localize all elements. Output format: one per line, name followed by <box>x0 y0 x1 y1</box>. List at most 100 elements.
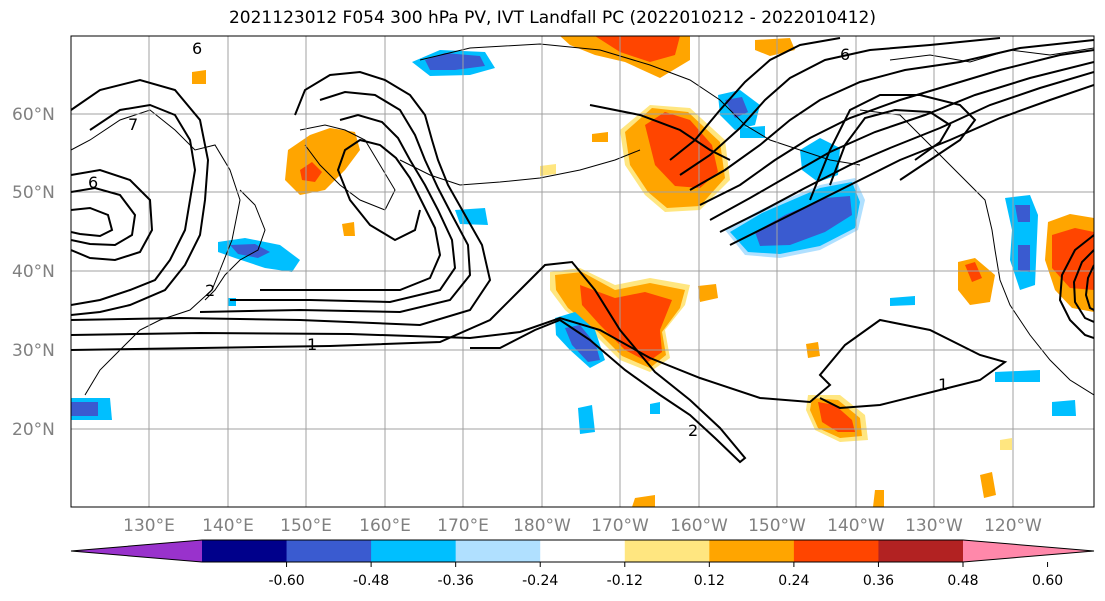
positive-anomaly-subtropical-max <box>818 402 855 432</box>
pv-contours <box>71 37 1094 464</box>
colorbar-segment <box>878 540 964 562</box>
asia-coastline <box>71 109 241 396</box>
negative-anomaly-small-6 <box>740 126 765 138</box>
pv-contour-10 <box>71 186 137 247</box>
negative-anomaly-canada-core <box>1015 205 1030 222</box>
positive-anomaly-mid-1 <box>342 222 355 236</box>
contour-label: 6 <box>840 45 850 64</box>
colorbar-segment <box>624 540 710 562</box>
positive-anomaly-south-2 <box>873 490 884 507</box>
negative-anomaly-alaska-core <box>725 97 748 118</box>
negative-anomaly-south-central <box>578 405 595 434</box>
alaska-coastline <box>419 43 861 166</box>
pv-contour-22 <box>1072 249 1094 323</box>
pv-contour-16 <box>689 39 1094 191</box>
colorbar-extend-min <box>71 540 202 562</box>
map-frame <box>70 35 1095 508</box>
lat-label: 50°N <box>12 183 55 203</box>
positive-anomaly-kamchatka-south <box>285 128 360 195</box>
colorbar-tick-label: 0.12 <box>694 573 725 589</box>
lon-label: 180°W <box>513 516 571 536</box>
lon-label: 140°W <box>827 516 885 536</box>
pv-contour-6 <box>260 138 442 291</box>
pv-contour-12 <box>729 84 1094 246</box>
pv-contour-5 <box>230 113 457 304</box>
lon-label: 130°W <box>905 516 963 536</box>
positive-anomaly-arctic-east <box>755 38 795 56</box>
japan-coastline <box>204 189 266 301</box>
positive-anomaly-mid-2 <box>540 164 556 176</box>
colorbar-outline <box>70 539 1095 563</box>
pv-contour-24 <box>589 104 731 161</box>
positive-anomaly-small-1 <box>698 284 718 302</box>
north-america-coastline <box>859 109 1094 396</box>
pv-contour-14 <box>709 61 1094 221</box>
pv-contour-19 <box>809 94 977 201</box>
lon-label: 160°W <box>670 516 728 536</box>
contour-label: 2 <box>688 421 698 440</box>
lat-label: 40°N <box>12 262 55 282</box>
pv-contour-11 <box>71 206 114 238</box>
pv-contour-23 <box>1084 264 1094 311</box>
lon-label: 150°E <box>280 516 332 536</box>
lon-label: 140°E <box>202 516 254 536</box>
lat-label: 20°N <box>12 420 55 440</box>
positive-anomaly-mid-3 <box>592 132 608 142</box>
contour-label: 6 <box>192 39 202 58</box>
negative-anomaly-bering-core <box>425 53 485 70</box>
colorbar-extend-max <box>963 540 1094 562</box>
positive-anomaly-arctic-core <box>595 36 680 62</box>
colorbar-tick-label: -0.60 <box>268 573 304 589</box>
lon-label: 170°W <box>591 516 649 536</box>
longitude-labels: 130°E 140°E 150°E 160°E 170°E 180°W 170°… <box>123 516 1042 536</box>
positive-anomaly-california-core <box>965 262 982 282</box>
contour-label: 1 <box>938 375 948 394</box>
positive-anomaly-south-3 <box>1000 438 1012 450</box>
colorbar-tick-label: -0.48 <box>353 573 389 589</box>
colorbar-segment <box>540 540 626 562</box>
negative-anomaly-japan-core <box>230 244 270 258</box>
contour-labels: 6 7 6 2 1 1 2 6 <box>88 39 948 440</box>
colorbar-tick-label: -0.24 <box>522 573 558 589</box>
lon-label: 130°E <box>123 516 175 536</box>
negative-anomaly-small-2 <box>995 370 1040 382</box>
colorbar-tick-label: -0.36 <box>438 573 474 589</box>
chart-title: 2021123012 F054 300 hPa PV, IVT Landfall… <box>228 8 876 28</box>
pv-contour-7 <box>71 103 197 306</box>
positive-anomaly-baja <box>980 472 996 498</box>
colorbar-segment <box>793 540 879 562</box>
lat-label: 30°N <box>12 341 55 361</box>
colorbar-tick-label: 0.48 <box>947 573 978 589</box>
pv-contour-8 <box>71 78 210 316</box>
colorbar-segment <box>371 540 457 562</box>
negative-anomaly-small-1 <box>890 296 915 306</box>
contour-label: 7 <box>128 115 138 134</box>
pv-contour-17 <box>679 37 1001 176</box>
colorbar-segment <box>286 540 372 562</box>
kamchatka-coastline <box>299 124 396 211</box>
pv-contour-9 <box>71 168 154 262</box>
latitude-labels: 60°N 50°N 40°N 30°N 20°N <box>12 105 55 440</box>
pv-contour-15 <box>699 49 1094 206</box>
aleutian-coastline <box>399 149 641 186</box>
positive-anomaly-south <box>632 495 655 507</box>
colorbar-segment <box>455 540 541 562</box>
negative-anomaly-philippine-core <box>71 402 98 416</box>
colorbar-segment <box>202 540 288 562</box>
colorbar-tick-label: 0.36 <box>863 573 894 589</box>
contour-label: 1 <box>307 335 317 354</box>
colorbar: -0.60 -0.48 -0.36 -0.24 -0.12 0.12 0.24 0.36 0.4… <box>70 539 1095 589</box>
pv-contour-20 <box>829 108 952 186</box>
lon-label: 120°W <box>984 516 1042 536</box>
lon-label: 160°E <box>359 516 411 536</box>
pv-contour-2 <box>71 260 747 464</box>
colorbar-tick-label: -0.12 <box>607 573 643 589</box>
contour-label: 6 <box>88 173 98 192</box>
lat-label: 60°N <box>12 105 55 125</box>
lon-label: 150°W <box>748 516 806 536</box>
gridlines <box>71 36 1094 507</box>
pv-contour-21 <box>1058 234 1094 339</box>
negative-anomaly-small-3 <box>1052 400 1076 416</box>
negative-anomaly-gulf-alaska-max <box>755 196 852 246</box>
